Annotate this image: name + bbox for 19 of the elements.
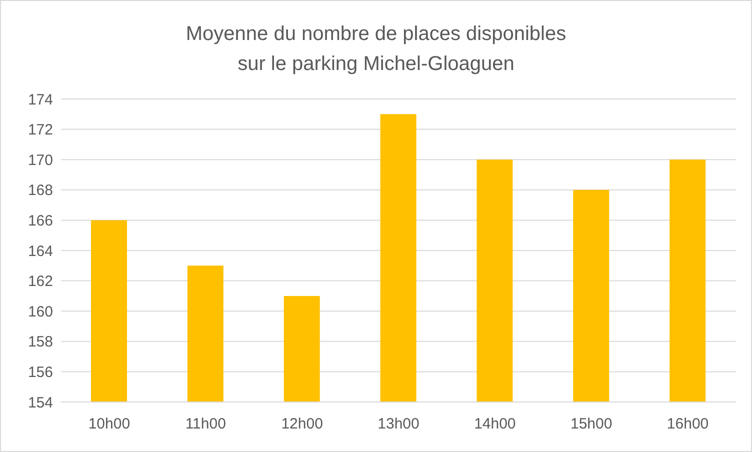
y-tick-label: 156 (28, 364, 53, 382)
x-tick-label: 15h00 (570, 416, 612, 433)
y-tick-label: 174 (28, 91, 53, 108)
y-tick-label: 162 (28, 273, 53, 290)
y-tick-label: 158 (28, 334, 53, 351)
x-tick-label: 11h00 (185, 416, 226, 433)
y-tick-label: 154 (28, 394, 53, 412)
x-tick-label: 12h00 (281, 416, 323, 433)
y-tick-label: 172 (28, 122, 53, 139)
x-tick-label: 14h00 (474, 416, 516, 433)
x-tick-label: 13h00 (378, 416, 420, 433)
y-tick-label: 168 (28, 182, 53, 200)
chart-title: Moyenne du nombre de places disponibles sur le parking Michel-Gloaguen (184, 22, 568, 77)
x-tick-label: 16h00 (666, 416, 709, 433)
x-tick-label: 10h00 (88, 416, 130, 433)
y-tick-label: 170 (28, 152, 53, 169)
y-tick-label: 160 (28, 303, 53, 320)
y-tick-label: 166 (28, 212, 53, 230)
y-tick-label: 164 (28, 242, 53, 260)
